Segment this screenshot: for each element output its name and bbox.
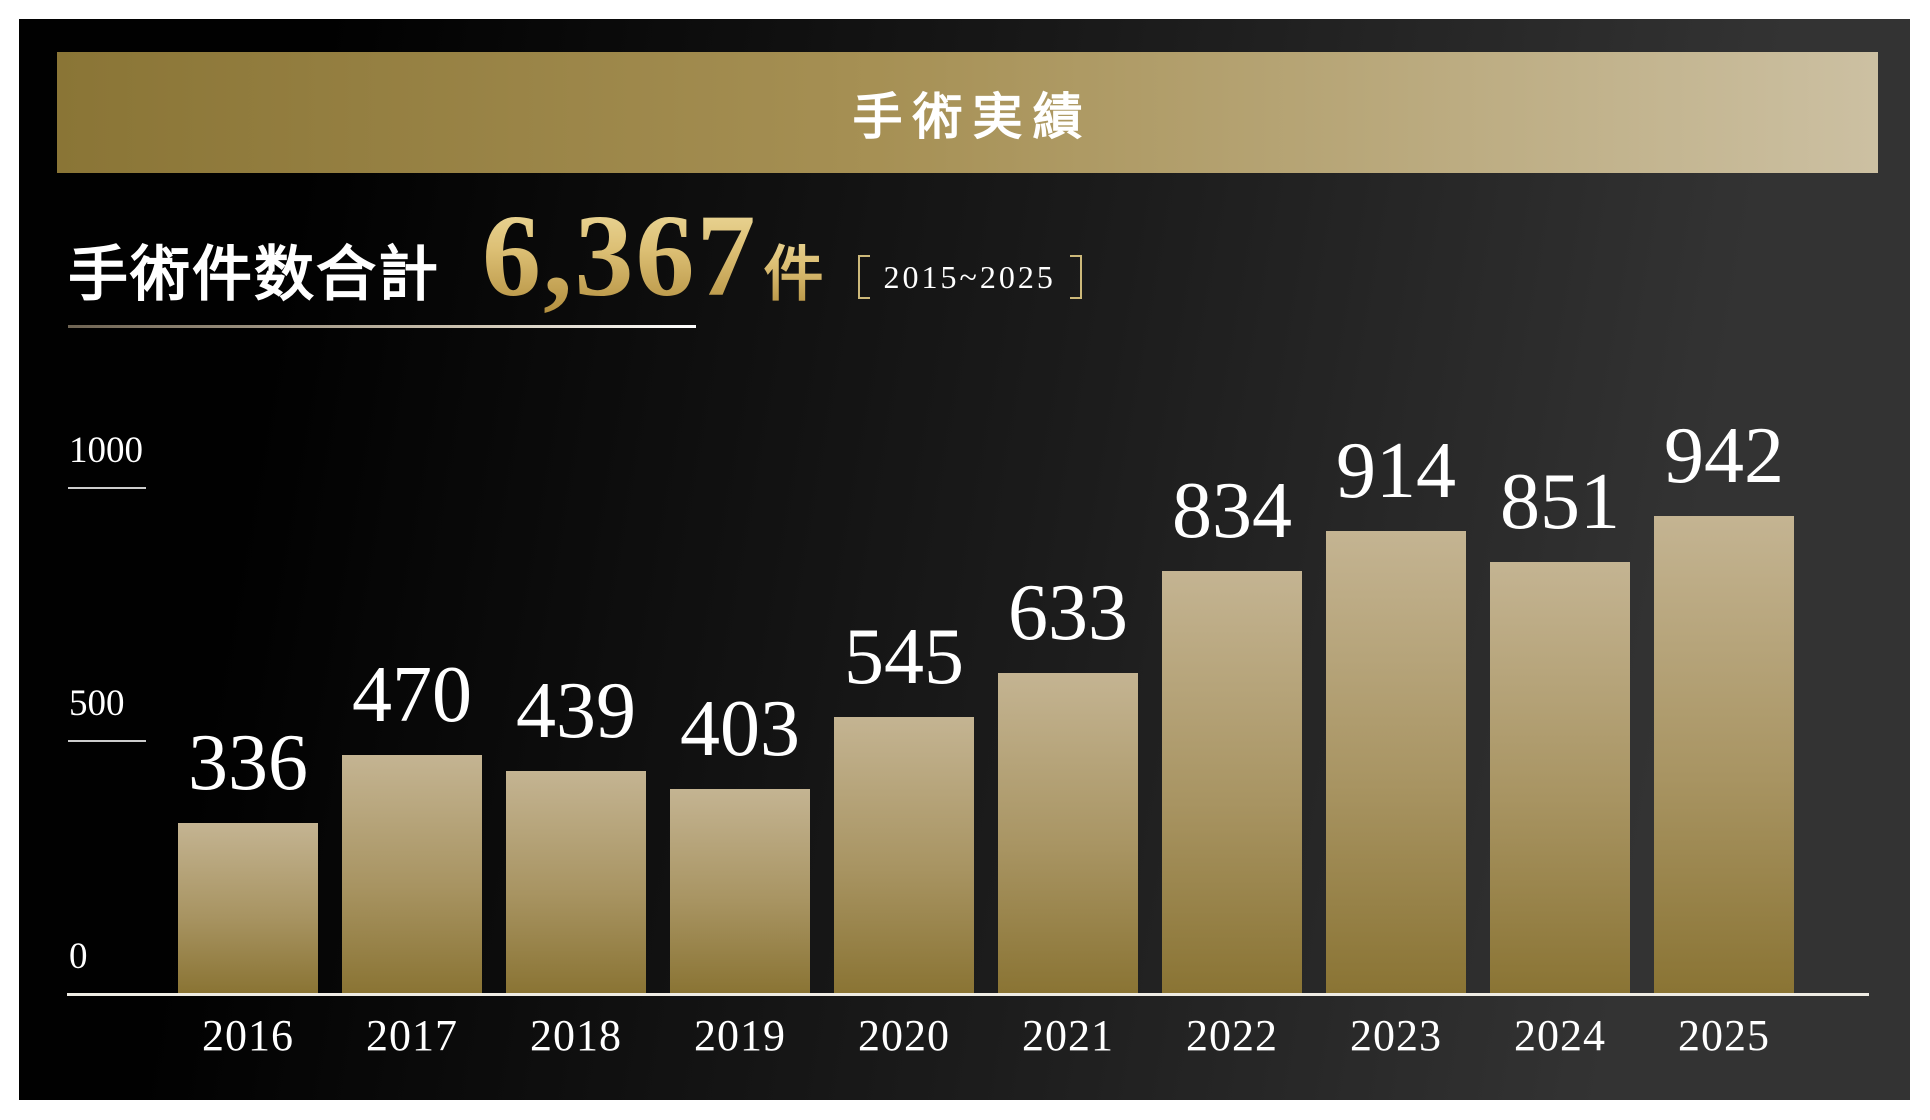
y-tick-line — [68, 487, 146, 489]
x-axis-label: 2023 — [1350, 1011, 1442, 1060]
bar-value-label: 545 — [844, 613, 964, 701]
x-axis-label: 2016 — [202, 1011, 294, 1060]
x-axis-label: 2017 — [366, 1011, 458, 1060]
period-group: 2015~2025 — [857, 255, 1082, 299]
bar-2021 — [998, 673, 1138, 993]
chart-panel: 手術実績 手術件数合計 6,367 件 2015~2025 0 500 1000 3… — [19, 19, 1910, 1100]
bar-value-label: 633 — [1008, 569, 1128, 657]
y-tick-label: 0 — [69, 936, 88, 977]
period-text: 2015~2025 — [883, 258, 1056, 295]
y-tick-label: 500 — [69, 683, 125, 724]
period-open-bracket-icon — [857, 255, 870, 299]
bar-value-label: 914 — [1336, 427, 1456, 515]
x-axis-label: 2019 — [694, 1011, 786, 1060]
bar-2018 — [506, 771, 646, 993]
bar-2019 — [670, 789, 810, 993]
bar-2017 — [342, 755, 482, 993]
summary-total-value: 6,367 — [482, 190, 758, 321]
period-close-bracket-icon — [1069, 255, 1082, 299]
bar-value-label: 336 — [188, 719, 308, 807]
bar-2016 — [178, 823, 318, 993]
header-bar: 手術実績 — [57, 52, 1878, 173]
header-title: 手術実績 — [852, 88, 1093, 145]
bar-2020 — [834, 717, 974, 993]
bar-2024 — [1490, 562, 1630, 993]
bar-value-label: 439 — [516, 667, 636, 755]
bar-value-label: 403 — [680, 685, 800, 773]
summary-total-unit: 件 — [764, 226, 824, 313]
x-axis-label: 2024 — [1514, 1011, 1606, 1060]
summary-label: 手術件数合計 — [68, 242, 440, 308]
x-axis-label: 2018 — [530, 1011, 622, 1060]
bar-value-label: 851 — [1500, 458, 1620, 546]
x-axis-label: 2025 — [1678, 1011, 1770, 1060]
bar-2025 — [1654, 516, 1794, 993]
bar-2022 — [1162, 571, 1302, 993]
bar-value-label: 470 — [352, 651, 472, 739]
x-axis-label: 2021 — [1022, 1011, 1114, 1060]
summary-underline — [68, 325, 696, 328]
x-axis-label: 2020 — [858, 1011, 950, 1060]
y-tick-line — [68, 740, 146, 742]
summary-row: 手術件数合計 6,367 件 2015~2025 — [68, 197, 1082, 315]
bar-value-label: 942 — [1664, 412, 1784, 500]
bar-2023 — [1326, 531, 1466, 993]
x-axis-label: 2022 — [1186, 1011, 1278, 1060]
bar-value-label: 834 — [1172, 467, 1292, 555]
y-tick-label: 1000 — [69, 430, 143, 471]
bar-chart: 0 500 1000 336 2016 470 2017 439 2018 403 2019 545… — [19, 19, 1910, 1100]
x-axis-line — [67, 993, 1869, 996]
